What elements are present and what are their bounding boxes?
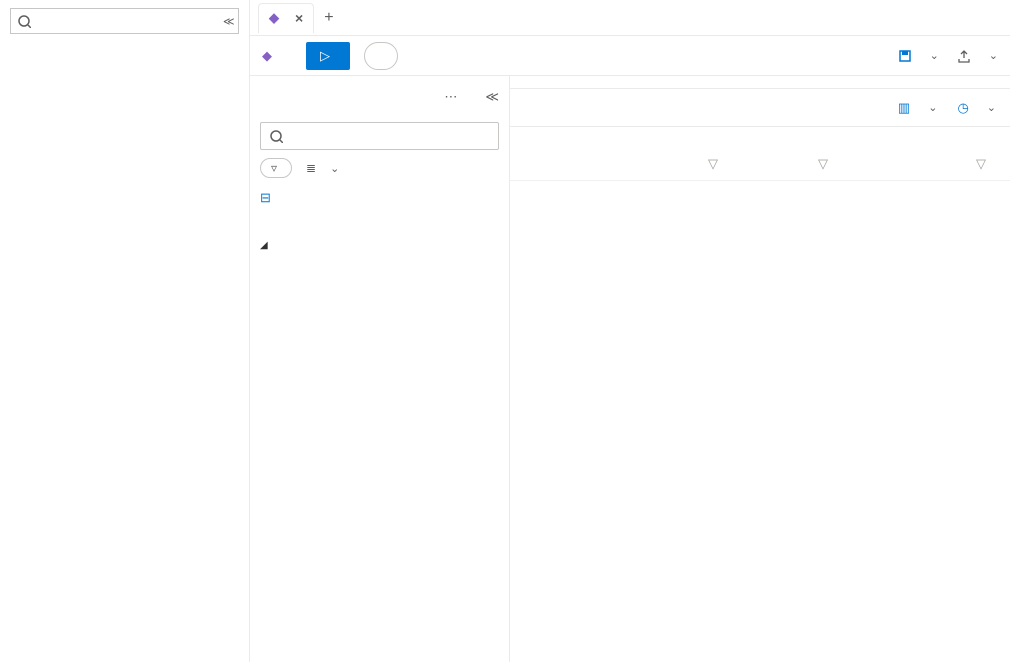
results-status <box>510 127 1010 147</box>
clock-icon: ◷ <box>957 100 968 116</box>
save-icon <box>898 49 912 63</box>
pin-icon: ◆ <box>269 10 279 26</box>
chevron-down-icon: ⌄ <box>928 101 937 114</box>
funnel-icon[interactable]: ▽ <box>818 156 828 172</box>
columns-button[interactable]: ▥ ⌄ <box>898 100 938 116</box>
schema-tree: ◢ <box>260 240 499 259</box>
query-toolbar: ◆ ▷ ⌄ ⌄ <box>250 36 1010 76</box>
sidebar-search[interactable]: ≪ <box>10 8 239 34</box>
chevron-down-icon: ⌄ <box>930 49 939 62</box>
main-area: ◆ × + ◆ ▷ ⌄ ⌄ <box>250 0 1010 662</box>
close-icon[interactable]: × <box>295 10 303 26</box>
columns-icon: ▥ <box>898 100 910 116</box>
collapse-all-button[interactable]: ⊟ <box>260 190 499 206</box>
add-tab-button[interactable]: + <box>324 9 333 27</box>
query-tabstrip: ◆ × + <box>250 0 1010 36</box>
collapse-panel-icon[interactable]: ≪ <box>485 89 499 105</box>
share-button[interactable]: ⌄ <box>957 49 998 63</box>
search-icon <box>269 129 283 143</box>
play-icon: ▷ <box>320 48 330 64</box>
schema-panel: ⋯ ≪ ▿ ≣ ⌄ ⊟ <box>250 76 510 662</box>
group-by-button[interactable]: ≣ ⌄ <box>306 161 339 175</box>
collapse-icon: ⊟ <box>260 190 271 206</box>
results-tabs: ▥ ⌄ ◷ ⌄ <box>510 89 1010 127</box>
filter-button[interactable]: ▿ <box>260 158 292 178</box>
scope-icon: ◆ <box>262 48 272 64</box>
save-button[interactable]: ⌄ <box>898 49 939 63</box>
sidebar-search-input[interactable] <box>37 13 217 30</box>
results-grid: ▽ ▽ ▽ <box>510 147 1010 662</box>
query-tab[interactable]: ◆ × <box>258 3 314 33</box>
run-button[interactable]: ▷ <box>306 42 350 70</box>
grid-header: ▽ ▽ ▽ <box>510 147 1010 181</box>
chevron-down-icon: ⌄ <box>330 162 339 175</box>
schema-search[interactable] <box>260 122 499 150</box>
left-sidebar: ≪ <box>0 0 250 662</box>
schema-tabs: ⋯ ≪ <box>260 82 499 112</box>
funnel-icon[interactable]: ▽ <box>976 156 986 172</box>
caret-down-icon: ◢ <box>260 240 268 251</box>
work-area: ▥ ⌄ ◷ ⌄ ▽ ▽ <box>510 76 1010 662</box>
list-icon: ≣ <box>306 161 316 175</box>
chevron-down-icon: ⌄ <box>987 101 996 114</box>
filter-icon: ▿ <box>271 161 277 175</box>
search-icon <box>17 14 31 28</box>
funnel-icon[interactable]: ▽ <box>708 156 718 172</box>
scope-picker: ◆ <box>262 48 292 64</box>
display-time-button[interactable]: ◷ ⌄ <box>957 100 996 116</box>
share-icon <box>957 49 971 63</box>
query-editor[interactable] <box>510 76 1010 89</box>
time-range-button[interactable] <box>364 42 398 70</box>
chevron-down-icon: ⌄ <box>989 49 998 62</box>
chevron-collapse-icon[interactable]: ≪ <box>223 15 235 28</box>
more-icon[interactable]: ⋯ <box>444 89 459 105</box>
tree-group-appinsights[interactable]: ◢ <box>260 240 499 251</box>
schema-search-input[interactable] <box>289 128 490 145</box>
